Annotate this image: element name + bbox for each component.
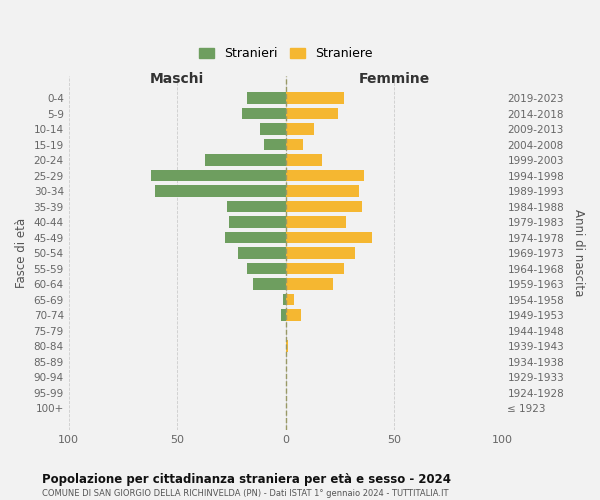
Bar [281, 310, 286, 321]
Bar [151, 170, 286, 181]
Bar [286, 248, 355, 259]
Bar [238, 248, 286, 259]
Bar [286, 123, 314, 135]
Bar [225, 232, 286, 243]
Bar [286, 310, 301, 321]
Y-axis label: Anni di nascita: Anni di nascita [572, 210, 585, 297]
Bar [286, 92, 344, 104]
Bar [229, 216, 286, 228]
Legend: Stranieri, Straniere: Stranieri, Straniere [195, 44, 376, 64]
Bar [247, 263, 286, 274]
Bar [242, 108, 286, 120]
Bar [286, 138, 303, 150]
Bar [286, 278, 334, 290]
Bar [260, 123, 286, 135]
Bar [286, 216, 346, 228]
Text: Maschi: Maschi [150, 72, 204, 86]
Text: Popolazione per cittadinanza straniera per età e sesso - 2024: Popolazione per cittadinanza straniera p… [42, 472, 451, 486]
Bar [253, 278, 286, 290]
Bar [283, 294, 286, 306]
Bar [286, 232, 373, 243]
Bar [247, 92, 286, 104]
Bar [155, 186, 286, 197]
Bar [286, 154, 322, 166]
Bar [286, 186, 359, 197]
Text: Femmine: Femmine [358, 72, 430, 86]
Y-axis label: Fasce di età: Fasce di età [15, 218, 28, 288]
Bar [286, 340, 288, 352]
Bar [227, 201, 286, 212]
Text: COMUNE DI SAN GIORGIO DELLA RICHINVELDA (PN) - Dati ISTAT 1° gennaio 2024 - TUTT: COMUNE DI SAN GIORGIO DELLA RICHINVELDA … [42, 489, 449, 498]
Bar [286, 294, 294, 306]
Bar [286, 201, 362, 212]
Bar [286, 170, 364, 181]
Bar [286, 108, 338, 120]
Bar [205, 154, 286, 166]
Bar [286, 263, 344, 274]
Bar [264, 138, 286, 150]
